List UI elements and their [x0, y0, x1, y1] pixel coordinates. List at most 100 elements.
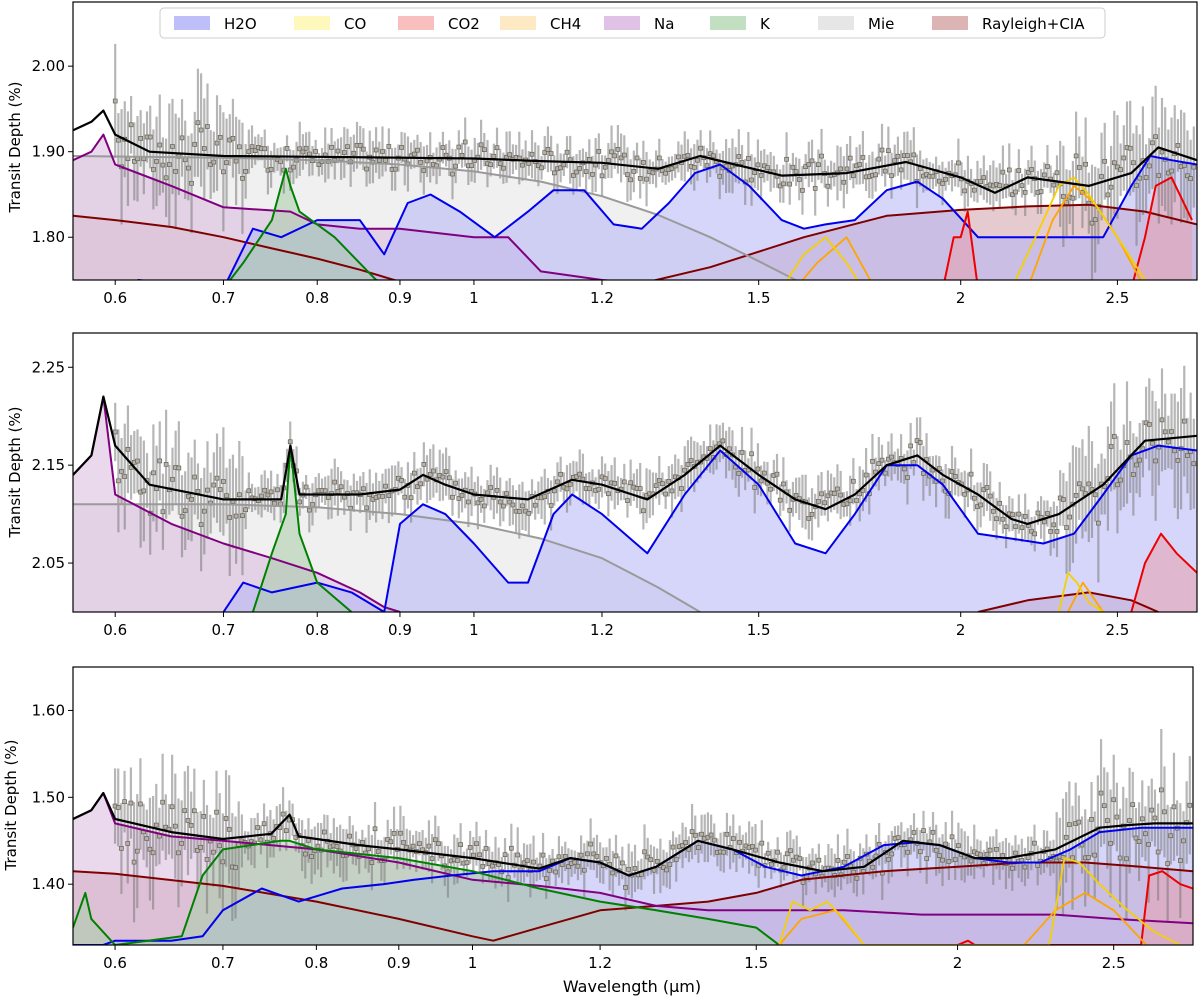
y-tick-label: 2.00: [32, 57, 65, 75]
data-point: [399, 145, 404, 150]
data-point: [488, 162, 493, 168]
data-point: [765, 165, 770, 170]
data-point: [1118, 477, 1123, 483]
data-point: [854, 875, 860, 881]
data-point: [1133, 835, 1139, 841]
data-point: [157, 458, 163, 464]
series-line-model: [73, 791, 1193, 877]
data-point: [911, 830, 917, 835]
data-point: [481, 147, 487, 152]
data-point: [1172, 448, 1178, 454]
series-fill-k: [252, 445, 352, 612]
data-point: [1032, 840, 1037, 846]
x-tick-label: 2.5: [1102, 954, 1126, 972]
data-point: [895, 835, 901, 840]
x-tick-label: 1.2: [590, 289, 614, 307]
data-point: [556, 854, 562, 860]
data-point: [249, 144, 255, 149]
data-point: [221, 479, 226, 484]
data-point: [755, 162, 761, 168]
data-point: [940, 181, 945, 186]
data-point: [1181, 418, 1187, 424]
data-point: [583, 169, 589, 174]
data-point: [572, 859, 578, 865]
data-point: [816, 162, 821, 167]
data-point: [205, 124, 210, 129]
data-point: [987, 847, 993, 853]
series-line-model: [73, 395, 1197, 526]
data-point: [1131, 160, 1136, 166]
data-point: [971, 495, 977, 501]
data-point: [401, 840, 406, 845]
data-point: [188, 823, 194, 828]
data-point: [1073, 153, 1079, 159]
data-point: [116, 478, 121, 484]
data-point: [1086, 481, 1092, 487]
legend-swatch: [398, 16, 434, 30]
data-point: [1153, 458, 1158, 464]
legend-swatch: [818, 16, 854, 30]
legend-label: Na: [654, 15, 674, 33]
data-point: [777, 497, 783, 503]
data-point: [644, 176, 649, 182]
data-point: [596, 486, 602, 492]
data-point: [841, 179, 847, 185]
data-point: [991, 508, 996, 514]
data-point: [440, 145, 446, 150]
data-point: [208, 162, 213, 167]
data-point: [491, 153, 497, 159]
data-point: [306, 507, 312, 513]
data-point: [166, 162, 172, 167]
legend-swatch: [932, 16, 968, 30]
data-point: [613, 853, 619, 859]
data-point: [163, 462, 169, 467]
legend-label: H2O: [224, 15, 257, 33]
data-point: [240, 176, 245, 181]
data-point: [1146, 163, 1152, 169]
axes-frame: [72, 666, 1194, 946]
data-point: [418, 159, 423, 165]
data-point: [831, 491, 837, 496]
data-point: [759, 840, 765, 846]
data-point: [1076, 819, 1082, 825]
y-tick-label: 1.50: [32, 788, 65, 806]
data-point: [291, 164, 296, 170]
data-point: [809, 512, 815, 517]
data-point: [660, 168, 665, 174]
data-point: [599, 173, 605, 179]
data-point: [717, 173, 723, 179]
data-point: [211, 482, 217, 488]
data-point: [153, 822, 159, 828]
data-point: [994, 516, 999, 522]
data-point: [182, 508, 188, 513]
data-point: [621, 479, 627, 485]
data-point: [268, 167, 274, 172]
data-point: [812, 186, 818, 191]
data-point: [784, 851, 790, 857]
data-point: [144, 836, 150, 841]
x-tick-label: 0.6: [103, 954, 127, 972]
data-point: [793, 493, 799, 498]
data-point: [924, 856, 929, 861]
data-point: [602, 164, 608, 170]
data-point: [128, 122, 134, 128]
data-point: [937, 853, 942, 858]
data-point: [596, 149, 602, 154]
data-point: [427, 472, 433, 477]
legend-label: CH4: [550, 15, 581, 33]
data-point: [223, 816, 229, 821]
data-point: [642, 849, 647, 855]
x-tick-label: 1: [468, 954, 478, 972]
data-point: [179, 135, 185, 141]
data-point: [682, 467, 688, 473]
data-point: [726, 446, 732, 452]
data-point: [1150, 441, 1155, 446]
data-point: [978, 179, 983, 185]
legend-swatch: [174, 16, 210, 30]
data-point: [765, 850, 771, 856]
y-tick-label: 2.15: [32, 456, 65, 474]
data-point: [326, 495, 331, 500]
data-point: [1016, 511, 1022, 517]
data-point: [870, 864, 876, 870]
data-point: [176, 465, 182, 471]
